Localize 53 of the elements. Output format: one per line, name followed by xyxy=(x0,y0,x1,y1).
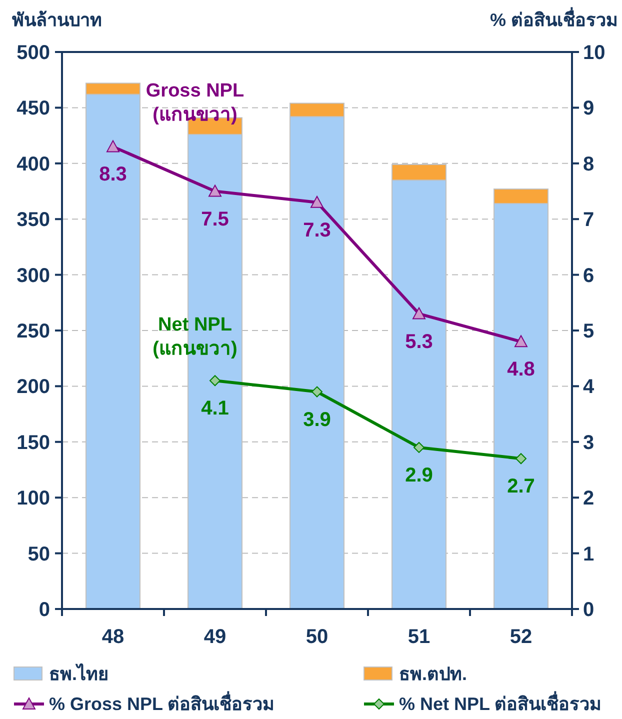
point xyxy=(310,196,324,208)
y2-axis-title: % ต่อสินเชื่อรวม xyxy=(490,7,618,30)
x-tick-label: 51 xyxy=(408,626,430,648)
y-tick-label: 100 xyxy=(16,488,50,510)
data-label: 2.9 xyxy=(405,464,433,486)
data-label: 2.7 xyxy=(507,476,535,498)
y2-tick-label: 4 xyxy=(583,376,595,398)
y2-tick-label: 0 xyxy=(583,599,594,621)
y2-tick-label: 5 xyxy=(583,320,594,342)
y-axis-title: พันล้านบาท xyxy=(12,10,102,30)
y2-tick-label: 9 xyxy=(583,98,594,120)
y-tick-label: 500 xyxy=(16,42,50,64)
y2-tick-label: 7 xyxy=(583,209,594,232)
y-tick-label: 350 xyxy=(16,209,50,232)
legend-label: % Gross NPL ต่อสินเชื่อรวม xyxy=(49,691,275,714)
point xyxy=(412,307,426,320)
point xyxy=(516,453,526,464)
annotation: Net NPL (แกนขวา) xyxy=(152,314,238,360)
y-tick-label: 450 xyxy=(16,98,50,120)
y-tick-label: 250 xyxy=(16,320,50,342)
data-label: 4.8 xyxy=(507,358,535,381)
x-tick-label: 52 xyxy=(510,626,532,648)
y-tick-label: 150 xyxy=(16,432,50,454)
y-tick-label: 0 xyxy=(38,599,50,621)
legend-label: % Net NPL ต่อสินเชื่อรวม xyxy=(399,691,602,714)
y-tick-label: 300 xyxy=(16,264,50,287)
point xyxy=(208,184,222,197)
y-tick-label: 400 xyxy=(16,153,50,176)
data-label: 7.3 xyxy=(303,219,331,242)
legend-label: ธพ.ตปท. xyxy=(399,664,468,684)
data-label: 4.1 xyxy=(201,398,229,420)
legend-label: ธพ.ไทย xyxy=(49,663,110,684)
y2-tick-label: 8 xyxy=(583,153,594,176)
y2-tick-label: 10 xyxy=(583,42,606,64)
y2-tick-label: 3 xyxy=(583,432,594,454)
point xyxy=(312,386,322,398)
y-tick-label: 50 xyxy=(28,543,50,566)
data-label: 3.9 xyxy=(303,408,331,431)
y-tick-label: 200 xyxy=(16,376,50,398)
point xyxy=(414,442,424,453)
y2-tick-label: 2 xyxy=(583,488,594,510)
x-tick-label: 50 xyxy=(306,626,328,648)
y2-tick-label: 1 xyxy=(583,543,594,566)
x-tick-label: 48 xyxy=(102,626,124,648)
y2-tick-label: 6 xyxy=(583,264,594,287)
data-label: 7.5 xyxy=(201,208,229,230)
data-label: 5.3 xyxy=(405,330,433,353)
data-label: 8.3 xyxy=(99,164,127,186)
annotation: Gross NPL (แกนขวา) xyxy=(146,80,244,126)
point xyxy=(514,335,528,348)
point xyxy=(106,140,120,152)
point xyxy=(210,375,220,386)
x-tick-label: 49 xyxy=(204,626,226,648)
